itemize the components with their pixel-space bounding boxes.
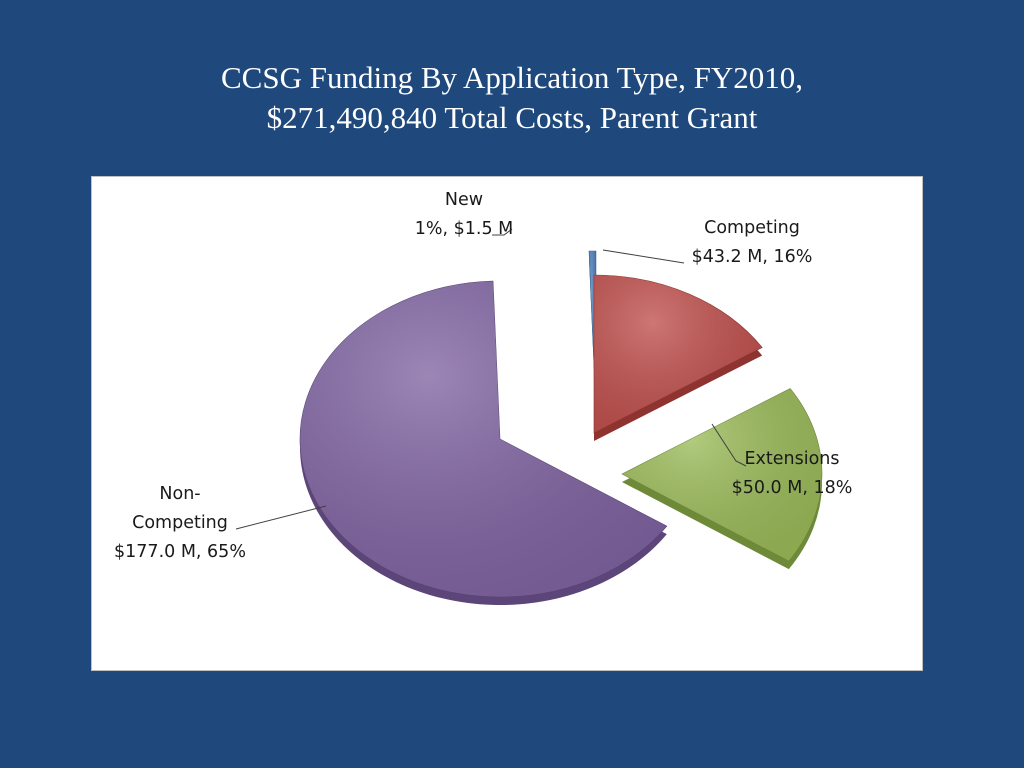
leader-line-extensions: [711, 423, 747, 467]
data-label-line: New: [445, 190, 483, 210]
data-label-line: Competing: [704, 218, 800, 238]
leader-line-competing: [602, 249, 685, 264]
leader-line-new: [492, 228, 513, 236]
data-label-line: 1%, $1.5 M: [415, 219, 514, 239]
chart-panel: New 1%, $1.5 M Competing $43.2 M, 16% Extens…: [91, 176, 923, 671]
data-label-line: Extensions: [744, 449, 839, 469]
data-label-new: New 1%, $1.5 M: [415, 190, 514, 239]
title-line-1: CCSG Funding By Application Type, FY2010…: [220, 60, 803, 95]
data-label-line: Competing: [132, 513, 228, 533]
data-label-line: $50.0 M, 18%: [732, 478, 853, 498]
title-line-2: $271,490,840 Total Costs, Parent Grant: [266, 100, 758, 135]
pie-chart: New 1%, $1.5 M Competing $43.2 M, 16% Extens…: [114, 190, 853, 606]
pie-slice-competing: [593, 274, 763, 434]
slide-title: CCSG Funding By Application Type, FY2010…: [0, 58, 1024, 138]
leader-line-non-competing: [235, 505, 327, 530]
data-label-extensions: Extensions $50.0 M, 18%: [732, 449, 853, 498]
data-label-line: $43.2 M, 16%: [692, 247, 813, 267]
data-label-line: Non-: [159, 484, 200, 504]
data-label-line: $177.0 M, 65%: [114, 542, 246, 562]
data-label-competing: Competing $43.2 M, 16%: [692, 218, 813, 267]
data-label-non-competing: Non- Competing $177.0 M, 65%: [114, 484, 246, 562]
